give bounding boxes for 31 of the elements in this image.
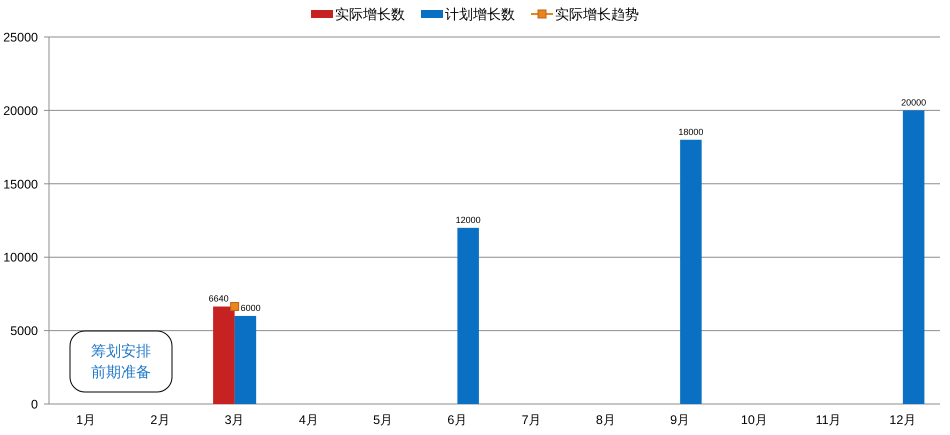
data-label: 6000 bbox=[240, 302, 261, 313]
legend-label: 计划增长数 bbox=[445, 6, 515, 22]
x-tick-label: 8月 bbox=[596, 413, 616, 427]
x-tick-label: 2月 bbox=[150, 413, 170, 427]
annotation: 筹划安排前期准备 bbox=[91, 343, 151, 381]
y-tick-label: 15000 bbox=[3, 177, 38, 192]
y-tick-label: 25000 bbox=[3, 30, 38, 44]
bar bbox=[902, 110, 924, 404]
y-tick-label: 0 bbox=[31, 398, 38, 412]
x-tick-label: 6月 bbox=[447, 413, 468, 427]
x-tick-label: 5月 bbox=[373, 413, 394, 427]
data-label: 12000 bbox=[456, 214, 481, 225]
x-tick-label: 10月 bbox=[740, 413, 768, 427]
bar bbox=[680, 140, 702, 404]
x-tick-label: 3月 bbox=[224, 413, 245, 427]
legend-label: 实际增长数 bbox=[335, 6, 405, 22]
x-tick-label: 12月 bbox=[889, 413, 916, 427]
x-tick-label: 11月 bbox=[816, 413, 842, 427]
data-label: 18000 bbox=[678, 126, 704, 137]
bar bbox=[457, 228, 479, 404]
y-tick-label: 5000 bbox=[10, 324, 38, 338]
data-label: 6640 bbox=[208, 294, 229, 304]
x-tick-label: 1月 bbox=[76, 413, 96, 427]
data-label: 20000 bbox=[901, 97, 926, 108]
y-tick-label: 20000 bbox=[3, 104, 38, 118]
legend-label: 实际增长趋势 bbox=[555, 6, 639, 22]
x-tick-label: 7月 bbox=[522, 413, 542, 427]
x-tick-label: 4月 bbox=[298, 413, 319, 427]
annotation: 筹划安排前期准备 bbox=[70, 330, 172, 392]
y-tick-label: 10000 bbox=[3, 250, 38, 265]
x-tick-label: 9月 bbox=[670, 413, 690, 427]
